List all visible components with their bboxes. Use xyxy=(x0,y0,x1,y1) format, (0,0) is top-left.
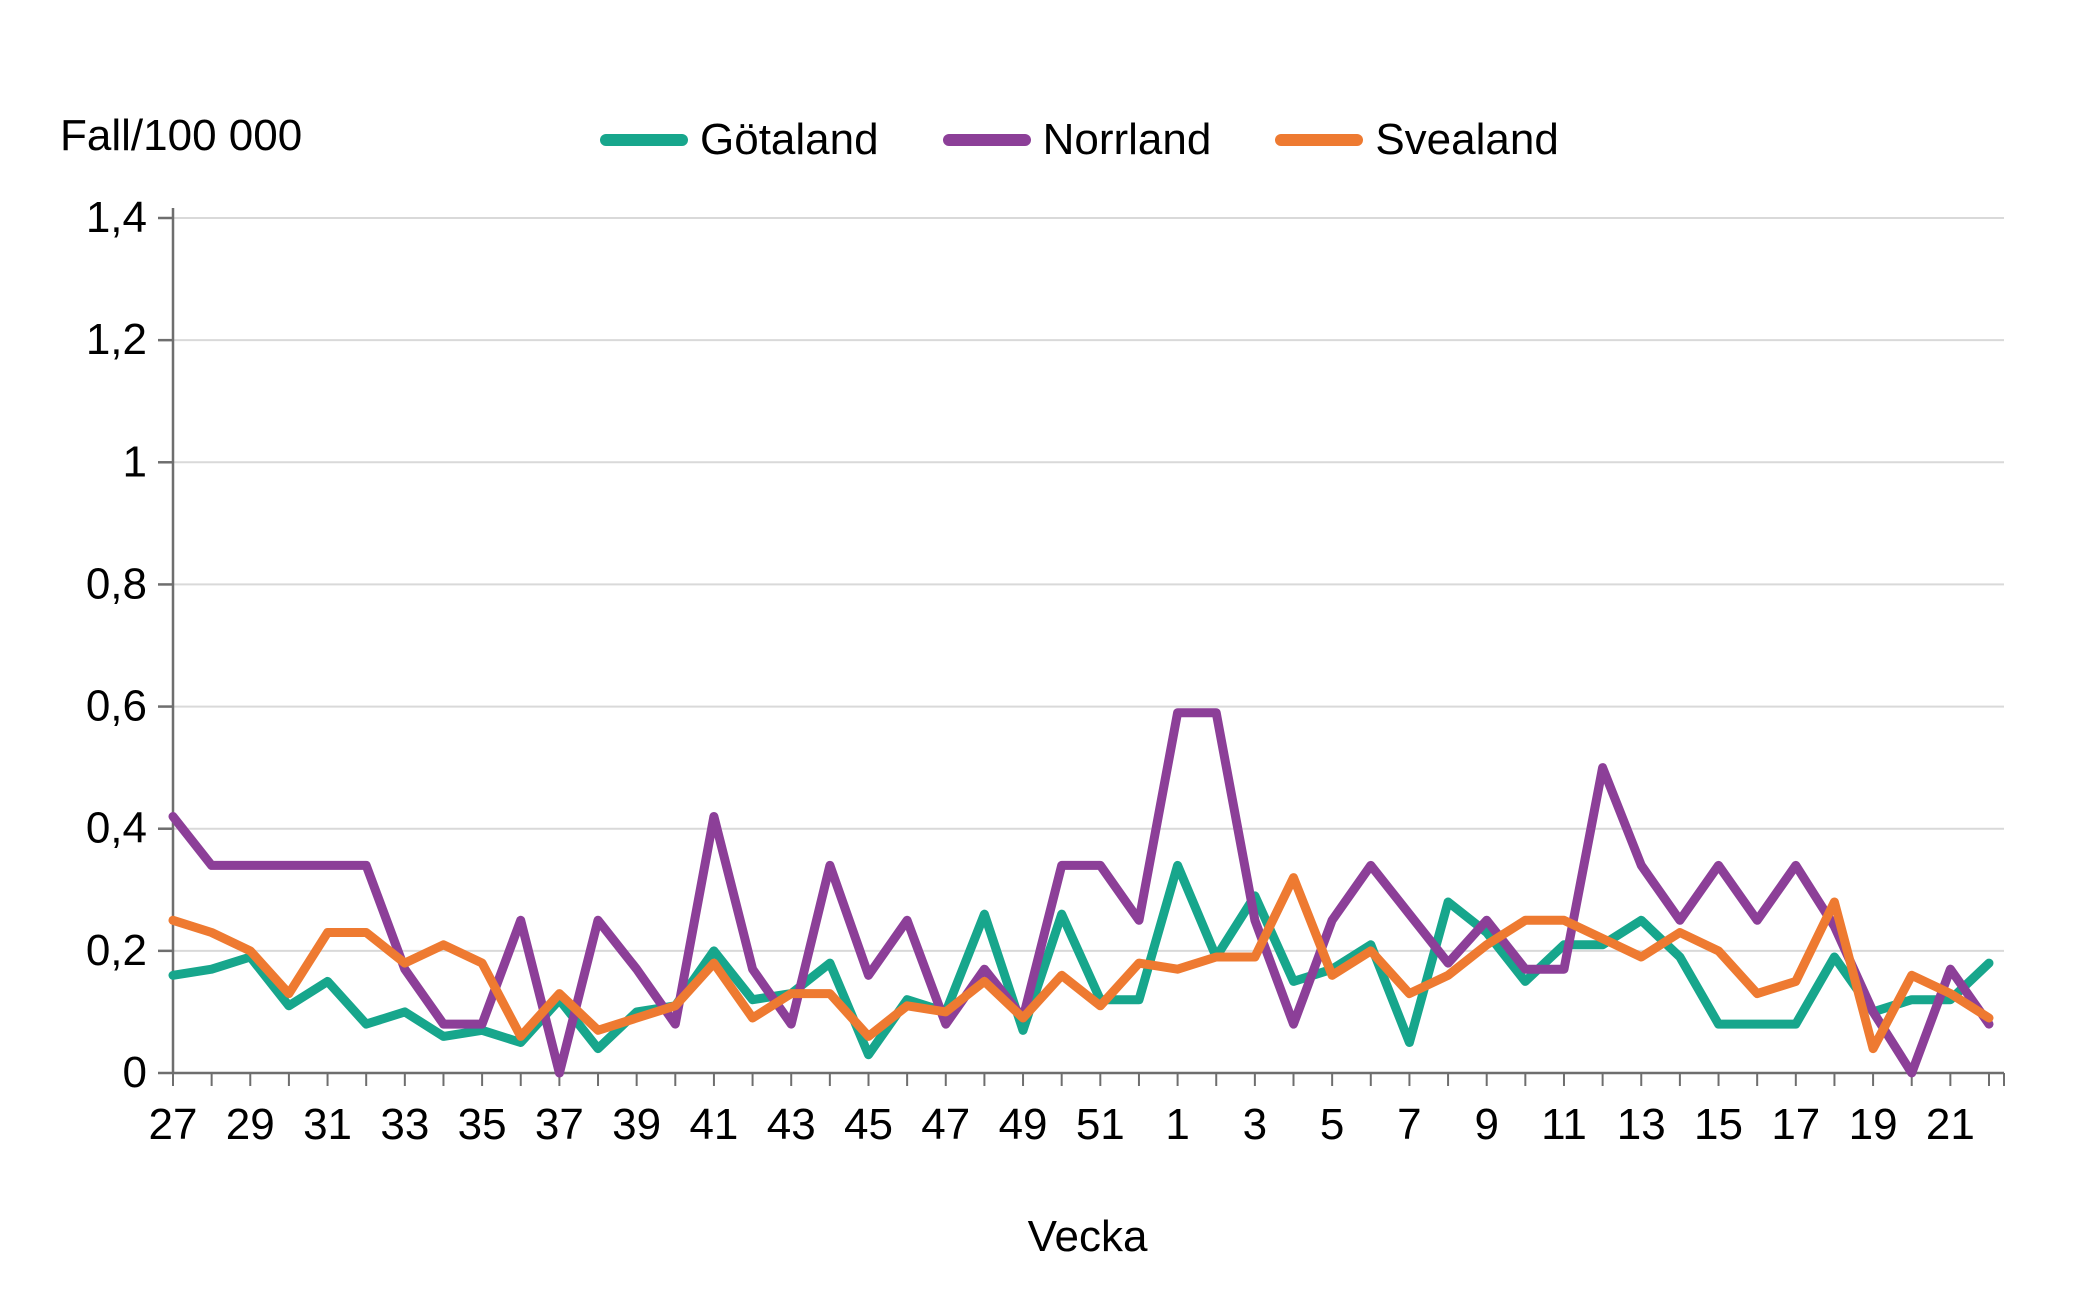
svealand-line-swatch-icon xyxy=(1275,134,1364,146)
norrland-line-swatch-icon xyxy=(942,134,1031,146)
svg-text:19: 19 xyxy=(1849,1100,1898,1149)
svg-text:35: 35 xyxy=(458,1100,507,1149)
legend-item-norrland: Norrland xyxy=(942,115,1212,164)
svg-text:29: 29 xyxy=(226,1100,275,1149)
legend-label: Götaland xyxy=(700,115,879,164)
svg-text:31: 31 xyxy=(303,1100,352,1149)
svg-text:9: 9 xyxy=(1474,1100,1498,1149)
svg-text:47: 47 xyxy=(921,1100,970,1149)
series-line-götaland xyxy=(168,860,1994,1060)
svg-text:13: 13 xyxy=(1617,1100,1666,1149)
svg-text:1,2: 1,2 xyxy=(86,315,147,364)
legend-item-gotaland: Götaland xyxy=(600,116,879,164)
legend: Götaland Norrland Svealand xyxy=(600,116,1559,164)
chart-title: Fall/100 000 xyxy=(60,111,303,160)
legend-label: Svealand xyxy=(1375,115,1559,164)
legend-item-svealand: Svealand xyxy=(1275,115,1559,164)
svg-text:1,4: 1,4 xyxy=(86,193,147,242)
gotaland-line-swatch-icon xyxy=(600,134,688,146)
svg-text:39: 39 xyxy=(612,1100,661,1149)
svg-text:15: 15 xyxy=(1694,1100,1743,1149)
svg-text:0: 0 xyxy=(123,1048,147,1097)
svg-text:33: 33 xyxy=(380,1100,429,1149)
svg-text:5: 5 xyxy=(1320,1100,1344,1149)
svg-text:17: 17 xyxy=(1771,1100,1820,1149)
series-line-svealand xyxy=(168,873,1994,1054)
svg-text:11: 11 xyxy=(1541,1100,1587,1149)
svg-text:1: 1 xyxy=(1165,1100,1189,1149)
svg-text:0,6: 0,6 xyxy=(86,682,147,731)
svg-text:43: 43 xyxy=(767,1100,816,1149)
svg-text:0,4: 0,4 xyxy=(86,804,147,853)
svg-text:21: 21 xyxy=(1926,1100,1975,1149)
svg-text:1: 1 xyxy=(123,437,147,486)
svg-text:51: 51 xyxy=(1076,1100,1125,1149)
legend-label: Norrland xyxy=(1042,115,1212,164)
svg-text:41: 41 xyxy=(689,1100,738,1149)
svg-text:7: 7 xyxy=(1397,1100,1421,1149)
x-axis-title: Vecka xyxy=(1027,1212,1148,1261)
svg-text:3: 3 xyxy=(1243,1100,1267,1149)
svg-text:37: 37 xyxy=(535,1100,584,1149)
svg-text:0,2: 0,2 xyxy=(86,926,147,975)
series-line-norrland xyxy=(168,708,1994,1078)
svg-text:49: 49 xyxy=(999,1100,1048,1149)
svg-text:45: 45 xyxy=(844,1100,893,1149)
svg-text:27: 27 xyxy=(149,1100,198,1149)
svg-text:0,8: 0,8 xyxy=(86,559,147,608)
